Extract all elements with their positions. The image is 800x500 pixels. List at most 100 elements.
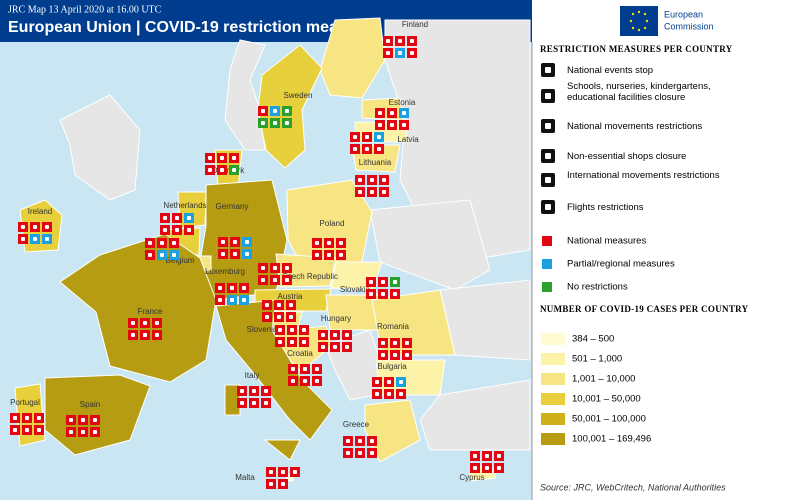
measure-glyph — [131, 321, 135, 325]
measure-glyph — [230, 286, 234, 290]
measure-glyph — [81, 418, 85, 422]
measure-glyph — [333, 345, 337, 349]
measure-glyph — [390, 111, 394, 115]
non-eu-land — [59, 19, 531, 451]
measure-glyph — [93, 418, 97, 422]
measure-glyph — [333, 333, 337, 337]
cases-swatch — [541, 353, 565, 365]
measure-glyph — [339, 241, 343, 245]
measure-glyph — [303, 379, 307, 383]
country-label: Italy — [245, 371, 260, 380]
legend-panel — [532, 42, 800, 500]
cases-label: 50,001 – 100,000 — [572, 414, 646, 425]
measure-glyph — [148, 253, 152, 257]
measure-glyph — [160, 253, 164, 257]
measure-glyph — [315, 379, 319, 383]
scope-label: National measures — [567, 236, 646, 247]
measure-glyph — [370, 439, 374, 443]
measure-legend-glyph — [545, 177, 551, 183]
country-label: Poland — [320, 219, 345, 228]
country-label: Lithuania — [359, 158, 392, 167]
measure-glyph — [221, 240, 225, 244]
measure-glyph — [81, 430, 85, 434]
measure-glyph — [497, 454, 501, 458]
measure-glyph — [230, 298, 234, 302]
measure-legend-label: International movements restrictions — [567, 170, 720, 181]
measure-glyph — [289, 303, 293, 307]
measure-glyph — [339, 253, 343, 257]
measure-glyph — [21, 225, 25, 229]
measure-glyph — [187, 216, 191, 220]
measure-glyph — [381, 353, 385, 357]
measure-glyph — [353, 135, 357, 139]
measure-glyph — [265, 315, 269, 319]
cases-label: 100,001 – 169,496 — [572, 434, 651, 445]
measure-glyph — [353, 147, 357, 151]
country-label: Croatia — [287, 349, 313, 358]
measure-glyph — [93, 430, 97, 434]
country-label: Portugal — [10, 398, 40, 407]
measure-legend-glyph — [545, 123, 551, 129]
island-shape — [263, 439, 301, 461]
measure-glyph — [13, 416, 17, 420]
measure-glyph — [163, 216, 167, 220]
measure-glyph — [172, 241, 176, 245]
country-label: Luxemburg — [205, 267, 245, 276]
measure-glyph — [33, 225, 37, 229]
measure-glyph — [410, 51, 414, 55]
measure-glyph — [261, 278, 265, 282]
measure-legend-glyph — [545, 93, 551, 99]
measure-glyph — [398, 51, 402, 55]
measure-glyph — [378, 111, 382, 115]
measure-glyph — [160, 241, 164, 245]
legend: National events stop Schools, nurseries, … — [540, 63, 748, 445]
measure-glyph — [393, 292, 397, 296]
country-shape — [59, 233, 217, 383]
ec-stars — [629, 10, 649, 32]
country-label: Czech Republic — [282, 272, 338, 281]
measure-glyph — [278, 328, 282, 332]
measure-glyph — [485, 466, 489, 470]
measure-glyph — [143, 321, 147, 325]
measure-glyph — [240, 401, 244, 405]
source: Source: JRC, WebCritech, National Author… — [540, 482, 726, 492]
measure-glyph — [381, 341, 385, 345]
measure-glyph — [278, 340, 282, 344]
measure-glyph — [261, 121, 265, 125]
measure-glyph — [25, 416, 29, 420]
measure-glyph — [382, 178, 386, 182]
cases-swatch — [541, 373, 565, 385]
measure-glyph — [370, 178, 374, 182]
measure-glyph — [261, 109, 265, 113]
measure-glyph — [393, 280, 397, 284]
measure-glyph — [377, 135, 381, 139]
measure-legend-label: Non-essential shops closure — [567, 151, 686, 162]
measure-glyph — [155, 333, 159, 337]
measure-glyph — [208, 168, 212, 172]
country-label: Ireland — [28, 207, 52, 216]
measure-glyph — [378, 123, 382, 127]
measure-legend-label: National events stop — [567, 65, 653, 76]
cases-swatch — [541, 393, 565, 405]
measure-glyph — [399, 380, 403, 384]
measure-glyph — [358, 451, 362, 455]
measure-glyph — [281, 470, 285, 474]
measure-glyph — [218, 298, 222, 302]
measure-legend-glyph — [545, 204, 551, 210]
scope-swatch — [542, 282, 552, 292]
measure-glyph — [327, 253, 331, 257]
map-title: European Union | COVID-19 restriction me… — [8, 19, 381, 36]
measure-glyph — [242, 298, 246, 302]
measure-glyph — [252, 389, 256, 393]
measure-glyph — [365, 147, 369, 151]
measure-glyph — [321, 333, 325, 337]
measure-glyph — [398, 39, 402, 43]
country-label: Sweden — [284, 91, 313, 100]
measure-legend-label: Schools, nurseries, kindergartens, educat… — [567, 81, 711, 103]
measure-glyph — [386, 51, 390, 55]
measure-glyph — [285, 278, 289, 282]
measure-glyph — [405, 353, 409, 357]
measure-glyph — [346, 439, 350, 443]
ec-name-1: European — [664, 9, 703, 19]
measure-glyph — [390, 123, 394, 127]
